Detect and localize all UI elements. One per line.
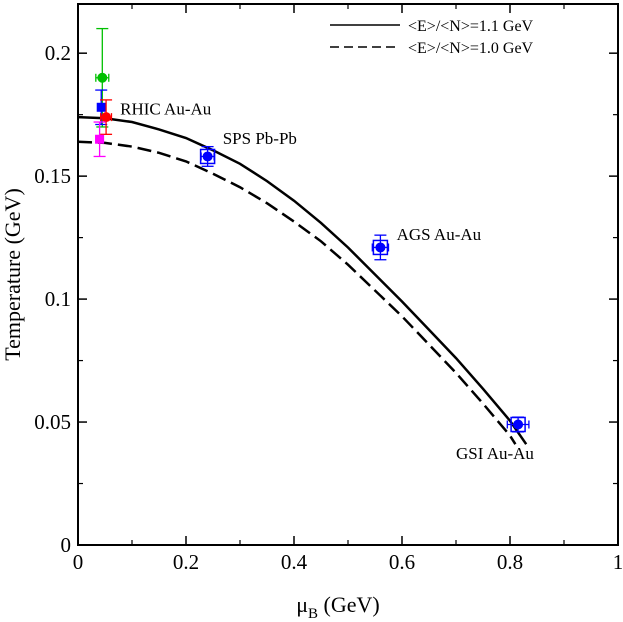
- curve-dashed: [77, 140, 517, 445]
- y-tick-label: 0.05: [34, 410, 71, 434]
- legend-label: <E>/<N>=1.1 GeV: [408, 18, 534, 35]
- collision-label: RHIC Au-Au: [120, 100, 212, 119]
- curves-layer: [77, 115, 528, 445]
- point-marker: [95, 134, 105, 144]
- point-marker: [97, 72, 108, 83]
- x-tick-label: 0.8: [497, 550, 523, 574]
- y-axis-title: Temperature (GeV): [0, 188, 25, 361]
- point-marker: [202, 151, 213, 162]
- point-marker: [375, 242, 386, 253]
- axes: 0 0.2 0.4 0.6 0.8 1 0 0.05 0.1 0.15 0.2 μB (GeV) Tem…: [0, 4, 623, 622]
- collision-label: GSI Au-Au: [456, 444, 534, 463]
- x-tick-label: 0.4: [281, 550, 308, 574]
- data-point: [199, 145, 216, 167]
- y-tick-label: 0.2: [45, 41, 71, 65]
- systematic-box: [510, 416, 526, 433]
- point-marker: [513, 419, 524, 430]
- collision-label: AGS Au-Au: [397, 225, 482, 244]
- curve-solid: [77, 115, 528, 445]
- x-tick-label: 0: [73, 550, 84, 574]
- x-tick-label: 0.6: [389, 550, 415, 574]
- y-tick-label: 0.15: [34, 164, 71, 188]
- collision-label: SPS Pb-Pb: [223, 129, 297, 148]
- legend: <E>/<N>=1.1 GeV <E>/<N>=1.0 GeV: [330, 18, 534, 57]
- x-tick-label: 1: [613, 550, 623, 574]
- legend-label: <E>/<N>=1.0 GeV: [408, 40, 534, 57]
- y-tick-label: 0.1: [45, 287, 71, 311]
- x-axis-title: μB (GeV): [296, 592, 380, 622]
- systematic-box: [372, 239, 389, 256]
- point-marker: [96, 102, 106, 112]
- data-point: [506, 416, 530, 433]
- point-marker: [101, 112, 112, 123]
- data-point: [93, 121, 106, 158]
- annotations-layer: RHIC Au-Au SPS Pb-Pb AGS Au-Au GSI Au-Au: [120, 100, 534, 463]
- data-point: [100, 99, 113, 135]
- data-points-layer: [93, 27, 530, 433]
- x-tick-label: 0.2: [173, 550, 199, 574]
- y-tick-label: 0: [61, 533, 72, 557]
- plot-area: [77, 3, 619, 546]
- systematic-box: [199, 148, 216, 165]
- data-point: [371, 234, 390, 261]
- plot-frame: [77, 3, 619, 546]
